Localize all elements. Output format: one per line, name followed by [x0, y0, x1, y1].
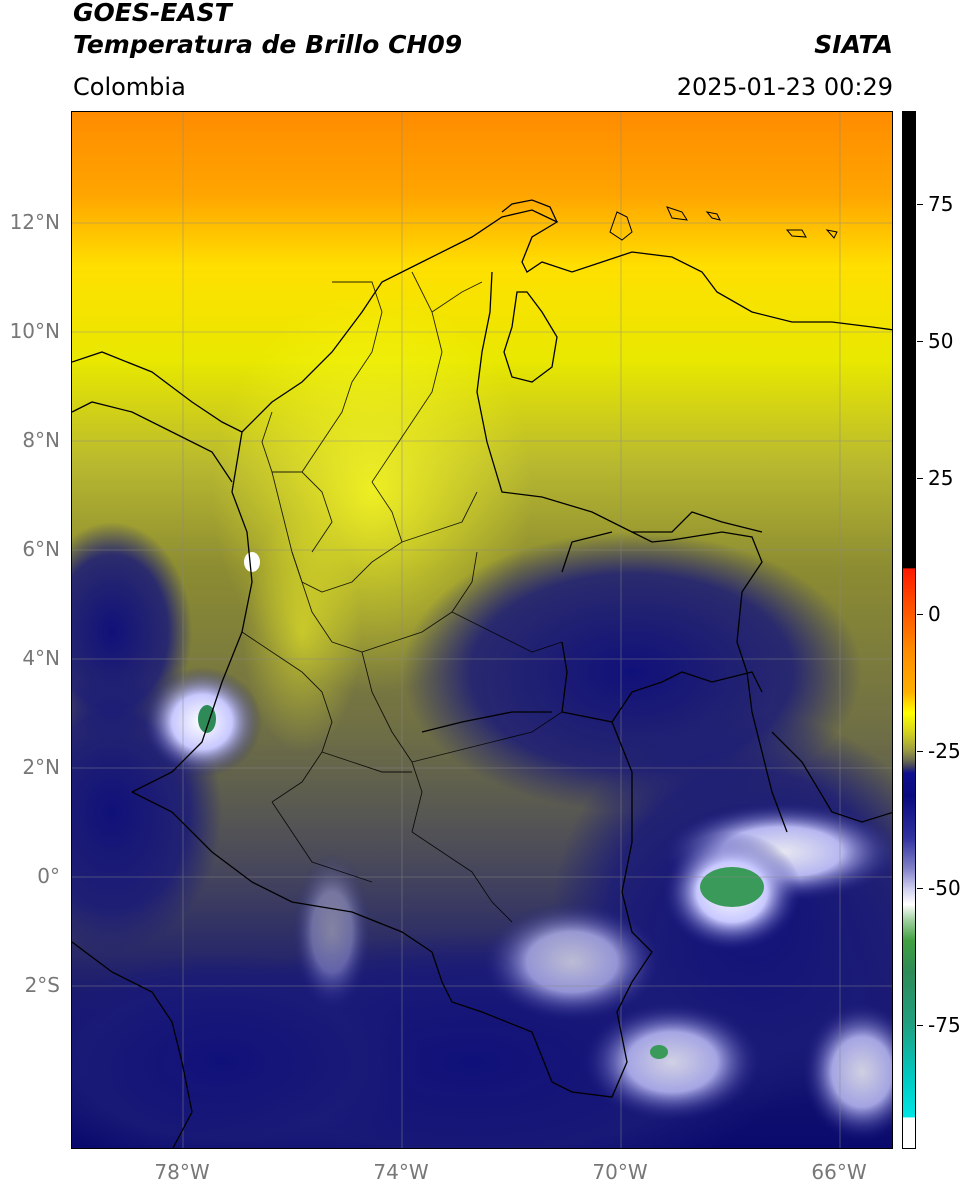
- islands: [609, 206, 838, 241]
- lon-label: 78°W: [154, 1160, 210, 1184]
- warm-region: [242, 512, 362, 752]
- colorbar: [902, 111, 916, 1149]
- colorbar-tick: [917, 751, 923, 752]
- deep-convection-core: [700, 867, 764, 907]
- lat-label: 8°N: [22, 428, 60, 452]
- source-label: SIATA: [814, 30, 893, 59]
- colorbar-tick-label: 0: [928, 602, 941, 626]
- lon-label: 66°W: [811, 1160, 867, 1184]
- lat-label: 12°N: [9, 210, 60, 234]
- deep-convection: [802, 1002, 892, 1142]
- colorbar-tick: [917, 1025, 923, 1026]
- colorbar-tick-label: 75: [928, 192, 954, 216]
- colorbar-tick: [917, 614, 923, 615]
- map-canvas: [72, 112, 892, 1148]
- colorbar-tick: [917, 478, 923, 479]
- deep-convection: [482, 902, 662, 1022]
- colorbar-tick: [917, 204, 923, 205]
- country-borders: [72, 199, 892, 1148]
- colorbar-tick-label: 50: [928, 329, 954, 353]
- colorbar-tick-label: 25: [928, 466, 954, 490]
- lat-label: 2°S: [24, 973, 60, 997]
- satellite-title: GOES-EAST: [73, 0, 232, 27]
- lat-label: 6°N: [22, 537, 60, 561]
- lat-label: 4°N: [22, 646, 60, 670]
- deep-convection-core: [650, 1045, 668, 1059]
- lat-label: 10°N: [9, 319, 60, 343]
- colorbar-tick-label: -50: [928, 876, 961, 900]
- graticule: [72, 112, 892, 1148]
- product-title: Temperatura de Brillo CH09: [73, 30, 463, 59]
- datetime-label: 2025-01-23 00:29: [676, 73, 893, 101]
- region-label: Colombia: [73, 73, 186, 101]
- lon-label: 74°W: [373, 1160, 429, 1184]
- lon-label: 70°W: [592, 1160, 648, 1184]
- satellite-map[interactable]: [71, 111, 893, 1149]
- lat-label: 0°: [37, 864, 60, 888]
- deep-convection: [292, 852, 372, 1012]
- deep-convection: [244, 552, 260, 572]
- colorbar-tick-label: -25: [928, 739, 961, 763]
- colorbar-tick: [917, 888, 923, 889]
- lat-label: 2°N: [22, 755, 60, 779]
- colorbar-tick-label: -75: [928, 1013, 961, 1037]
- colorbar-tick: [917, 341, 923, 342]
- deep-convection: [582, 1002, 762, 1122]
- department-borders: [241, 271, 563, 923]
